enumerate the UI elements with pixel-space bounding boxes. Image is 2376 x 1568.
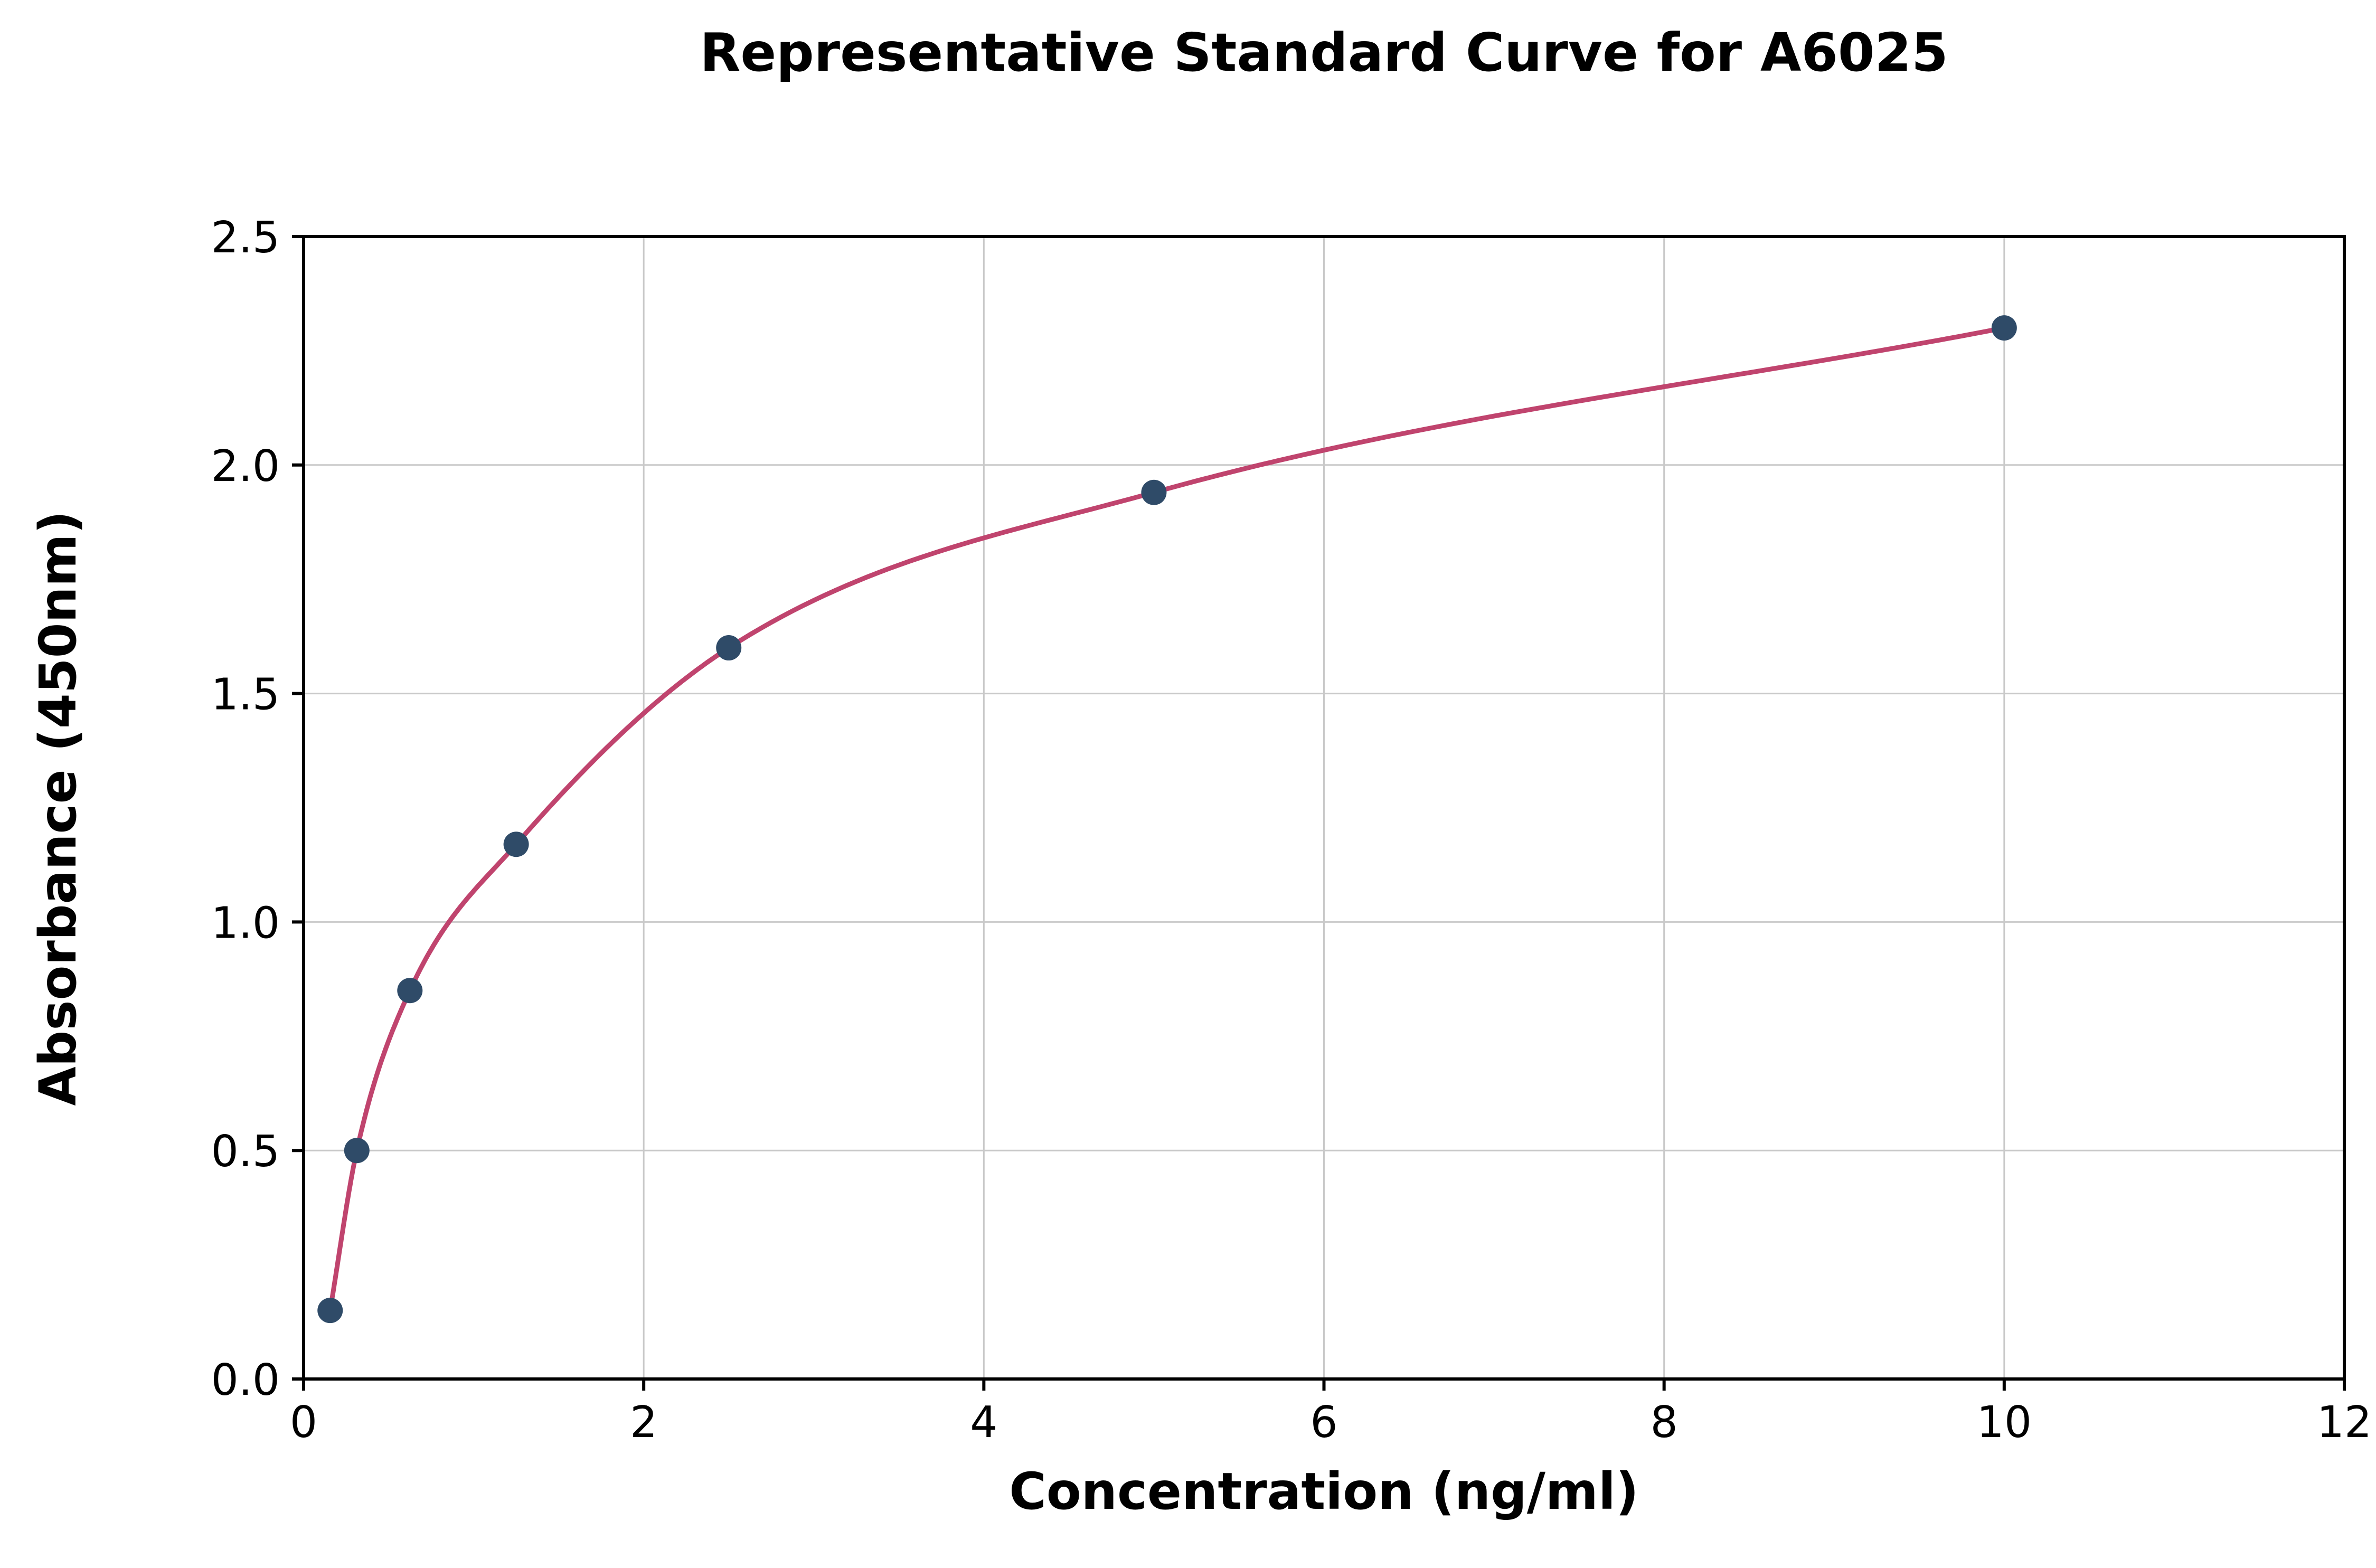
data-point [317, 1298, 343, 1324]
fit-curve-line [327, 325, 2007, 1313]
chart-title: Representative Standard Curve for A6025 [700, 22, 1948, 83]
y-tick-label: 1.0 [211, 898, 280, 948]
x-axis-label: Concentration (ng/ml) [1009, 1462, 1639, 1521]
x-tick-label: 0 [290, 1397, 317, 1448]
x-tick-label: 6 [1310, 1397, 1337, 1448]
data-point [503, 832, 529, 857]
x-tick-label: 12 [2317, 1397, 2372, 1448]
x-tick-label: 2 [630, 1397, 657, 1448]
y-axis-label: Absorbance (450nm) [29, 511, 88, 1106]
y-tick-label: 2.0 [211, 441, 280, 492]
data-point [397, 978, 423, 1004]
y-tick-label: 2.5 [211, 213, 280, 263]
y-tick-label: 0.5 [211, 1127, 280, 1177]
x-tick-label: 4 [970, 1397, 997, 1448]
x-tick-label: 10 [1977, 1397, 2032, 1448]
data-point [1991, 315, 2017, 341]
y-tick-label: 1.5 [211, 670, 280, 720]
data-point [1141, 479, 1167, 505]
x-tick-label: 8 [1651, 1397, 1678, 1448]
y-tick-label: 0.0 [211, 1355, 280, 1405]
data-point [344, 1138, 370, 1164]
data-point [716, 635, 742, 661]
